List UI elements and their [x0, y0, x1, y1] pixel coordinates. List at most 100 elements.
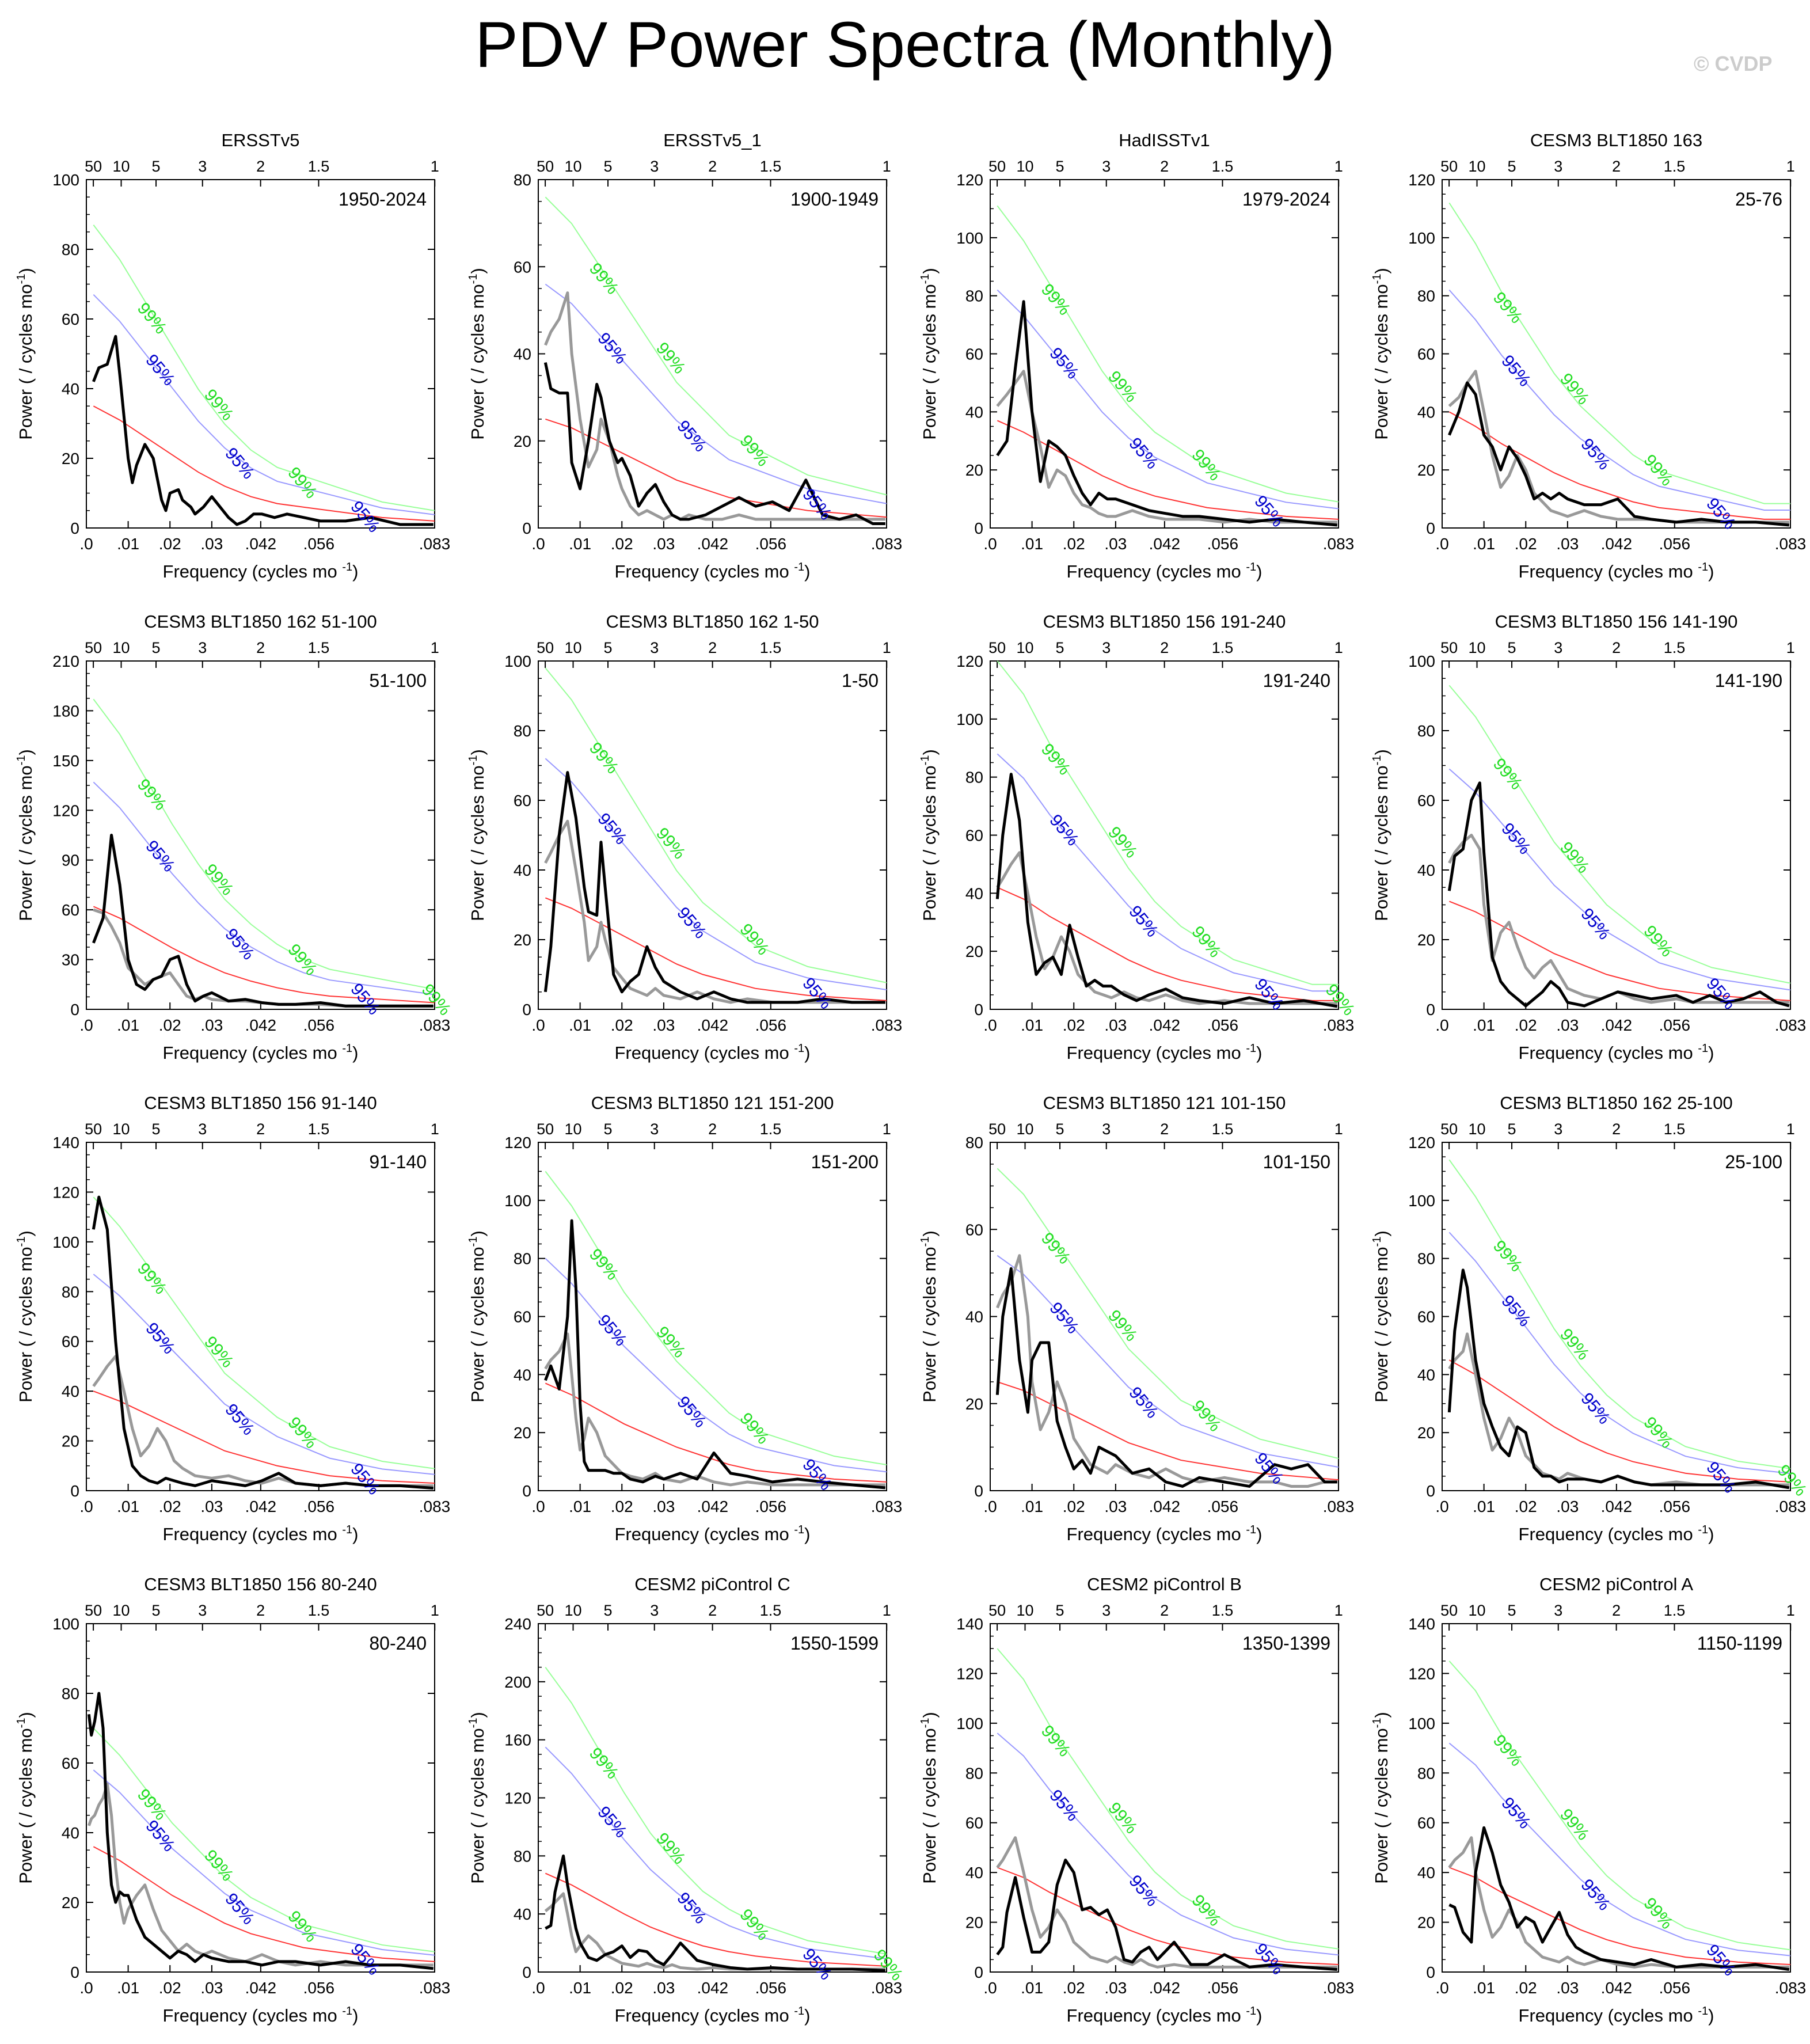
- y-tick-label: 140: [1408, 1615, 1435, 1633]
- chart-title: CESM3 BLT1850 121 101-150: [1043, 1093, 1286, 1113]
- ci95-curve: [93, 1274, 435, 1475]
- period-tick-label: 10: [113, 1120, 130, 1138]
- period-tick-label: 2: [708, 639, 717, 656]
- x-tick-label: .02: [1515, 1016, 1537, 1034]
- period-tick-label: 1: [1786, 1602, 1795, 1619]
- period-tick-label: 1: [1334, 1602, 1343, 1619]
- period-tick-label: 3: [1102, 158, 1111, 175]
- period-tick-label: 10: [113, 1602, 130, 1619]
- y-tick-label: 120: [1408, 1665, 1435, 1682]
- ci95-curve: [1448, 768, 1791, 991]
- chart-panel-11: CESM3 BLT1850 121 101-150 101-150 0 20 40 60 8…: [919, 1093, 1354, 1544]
- spectrum-line: [92, 1195, 434, 1490]
- red-noise-curve: [1448, 411, 1790, 520]
- ci99-label: 99%: [134, 299, 170, 337]
- y-tick-label: 20: [1417, 1424, 1435, 1442]
- ci95-curve: [545, 1257, 887, 1473]
- period-tick-label: 50: [537, 1602, 554, 1619]
- y-tick-label: 100: [504, 652, 531, 670]
- y-tick-label: 80: [514, 1847, 531, 1865]
- ci99-curve: [997, 1168, 1339, 1460]
- period-tick-label: 3: [1102, 639, 1111, 656]
- ci99-label: 99%: [1104, 1306, 1141, 1345]
- period-tick-label: 5: [1056, 1602, 1064, 1619]
- spectrum-line: [92, 335, 434, 526]
- ci99-curve: [93, 1196, 435, 1469]
- years-label: 1979-2024: [1242, 189, 1330, 210]
- reference-spectrum-line: [996, 851, 1337, 1005]
- reference-spectrum-line: [544, 1892, 885, 1971]
- ci99-label: 99%: [1104, 1799, 1141, 1837]
- x-tick-label: .0: [983, 1016, 997, 1034]
- y-tick-label: 80: [965, 1134, 983, 1152]
- x-tick-label: .056: [755, 1498, 787, 1515]
- period-tick-label: 1.5: [760, 639, 782, 656]
- y-tick-label: 150: [52, 752, 79, 770]
- x-tick-label: .042: [245, 1016, 277, 1034]
- y-tick-label: 60: [1417, 792, 1435, 810]
- y-tick-label: 60: [1417, 1308, 1435, 1326]
- period-tick-label: 1: [1786, 1120, 1795, 1138]
- y-axis-label: Power ( / cycles mo-1): [919, 1230, 940, 1403]
- chart-title: CESM3 BLT1850 162 51-100: [144, 611, 377, 632]
- y-tick-label: 0: [70, 1001, 79, 1019]
- x-tick-label: .056: [303, 1498, 335, 1515]
- chart-panel-7: CESM3 BLT1850 156 191-240 191-240 0 20 40 60 8…: [919, 611, 1359, 1063]
- chart-title: CESM3 BLT1850 156 80-240: [144, 1574, 377, 1594]
- years-label: 1350-1399: [1242, 1633, 1330, 1654]
- x-tick-label: .03: [1104, 1979, 1127, 1997]
- y-axis-label: Power ( / cycles mo-1): [919, 749, 940, 921]
- period-tick-label: 1: [431, 639, 439, 656]
- x-tick-label: .02: [611, 1979, 633, 1997]
- period-tick-label: 50: [537, 158, 554, 175]
- x-axis-label: Frequency (cycles mo -1): [163, 2005, 359, 2026]
- period-tick-label: 1.5: [760, 1602, 782, 1619]
- ci99-curve: [997, 1648, 1339, 1950]
- period-tick-label: 10: [1017, 1120, 1034, 1138]
- ci99-label: 99%: [1556, 1325, 1593, 1363]
- y-tick-label: 60: [62, 310, 79, 328]
- chart-title: CESM2 piControl B: [1087, 1574, 1242, 1594]
- chart-panel-9: CESM3 BLT1850 156 91-140 91-140 0 20 40 60 80 1…: [15, 1093, 450, 1544]
- y-tick-label: 210: [52, 652, 79, 670]
- period-tick-label: 1: [883, 1120, 891, 1138]
- x-tick-label: .03: [1556, 1016, 1579, 1034]
- x-tick-label: .083: [1323, 1498, 1355, 1515]
- y-tick-label: 100: [1408, 652, 1435, 670]
- x-tick-label: .056: [755, 1016, 787, 1034]
- y-tick-label: 30: [62, 951, 79, 969]
- period-tick-label: 50: [988, 1602, 1006, 1619]
- chart-title: CESM3 BLT1850 156 91-140: [144, 1093, 377, 1113]
- period-tick-label: 1.5: [308, 158, 330, 175]
- x-tick-label: .042: [245, 1498, 277, 1515]
- x-tick-label: .02: [611, 535, 633, 553]
- y-tick-label: 40: [62, 1824, 79, 1842]
- x-axis-label: Frequency (cycles mo -1): [1519, 1523, 1714, 1544]
- reference-spectrum-line: [92, 1355, 434, 1487]
- chart-panel-2: ERSSTv5_1 1900-1949 0 20 40 60 80 .0 .01 .02 .03 .0…: [467, 130, 902, 582]
- chart-title: CESM3 BLT1850 156 141-190: [1495, 611, 1738, 632]
- y-tick-label: 90: [62, 852, 79, 869]
- ci95-label: 95%: [347, 1940, 383, 1979]
- ci95-label: 95%: [1702, 974, 1739, 1013]
- y-tick-label: 140: [956, 1615, 983, 1633]
- y-tick-label: 60: [965, 345, 983, 363]
- period-tick-label: 3: [198, 1120, 207, 1138]
- y-tick-label: 0: [1426, 1001, 1435, 1019]
- y-tick-label: 0: [974, 1001, 983, 1019]
- period-tick-label: 50: [988, 1120, 1006, 1138]
- period-tick-label: 50: [988, 158, 1006, 175]
- y-tick-label: 80: [514, 722, 531, 740]
- y-tick-label: 60: [514, 792, 531, 810]
- y-tick-label: 80: [1417, 287, 1435, 305]
- x-tick-label: .03: [652, 535, 675, 553]
- y-tick-label: 60: [965, 1221, 983, 1238]
- ci95-label: 95%: [1250, 492, 1287, 530]
- x-tick-label: .03: [1556, 535, 1579, 553]
- x-tick-label: .02: [1515, 535, 1537, 553]
- y-tick-label: 0: [70, 519, 79, 537]
- x-tick-label: .0: [531, 1498, 545, 1515]
- x-tick-label: .01: [117, 1498, 139, 1515]
- ci99-curve: [1448, 202, 1790, 504]
- y-tick-label: 60: [62, 901, 79, 919]
